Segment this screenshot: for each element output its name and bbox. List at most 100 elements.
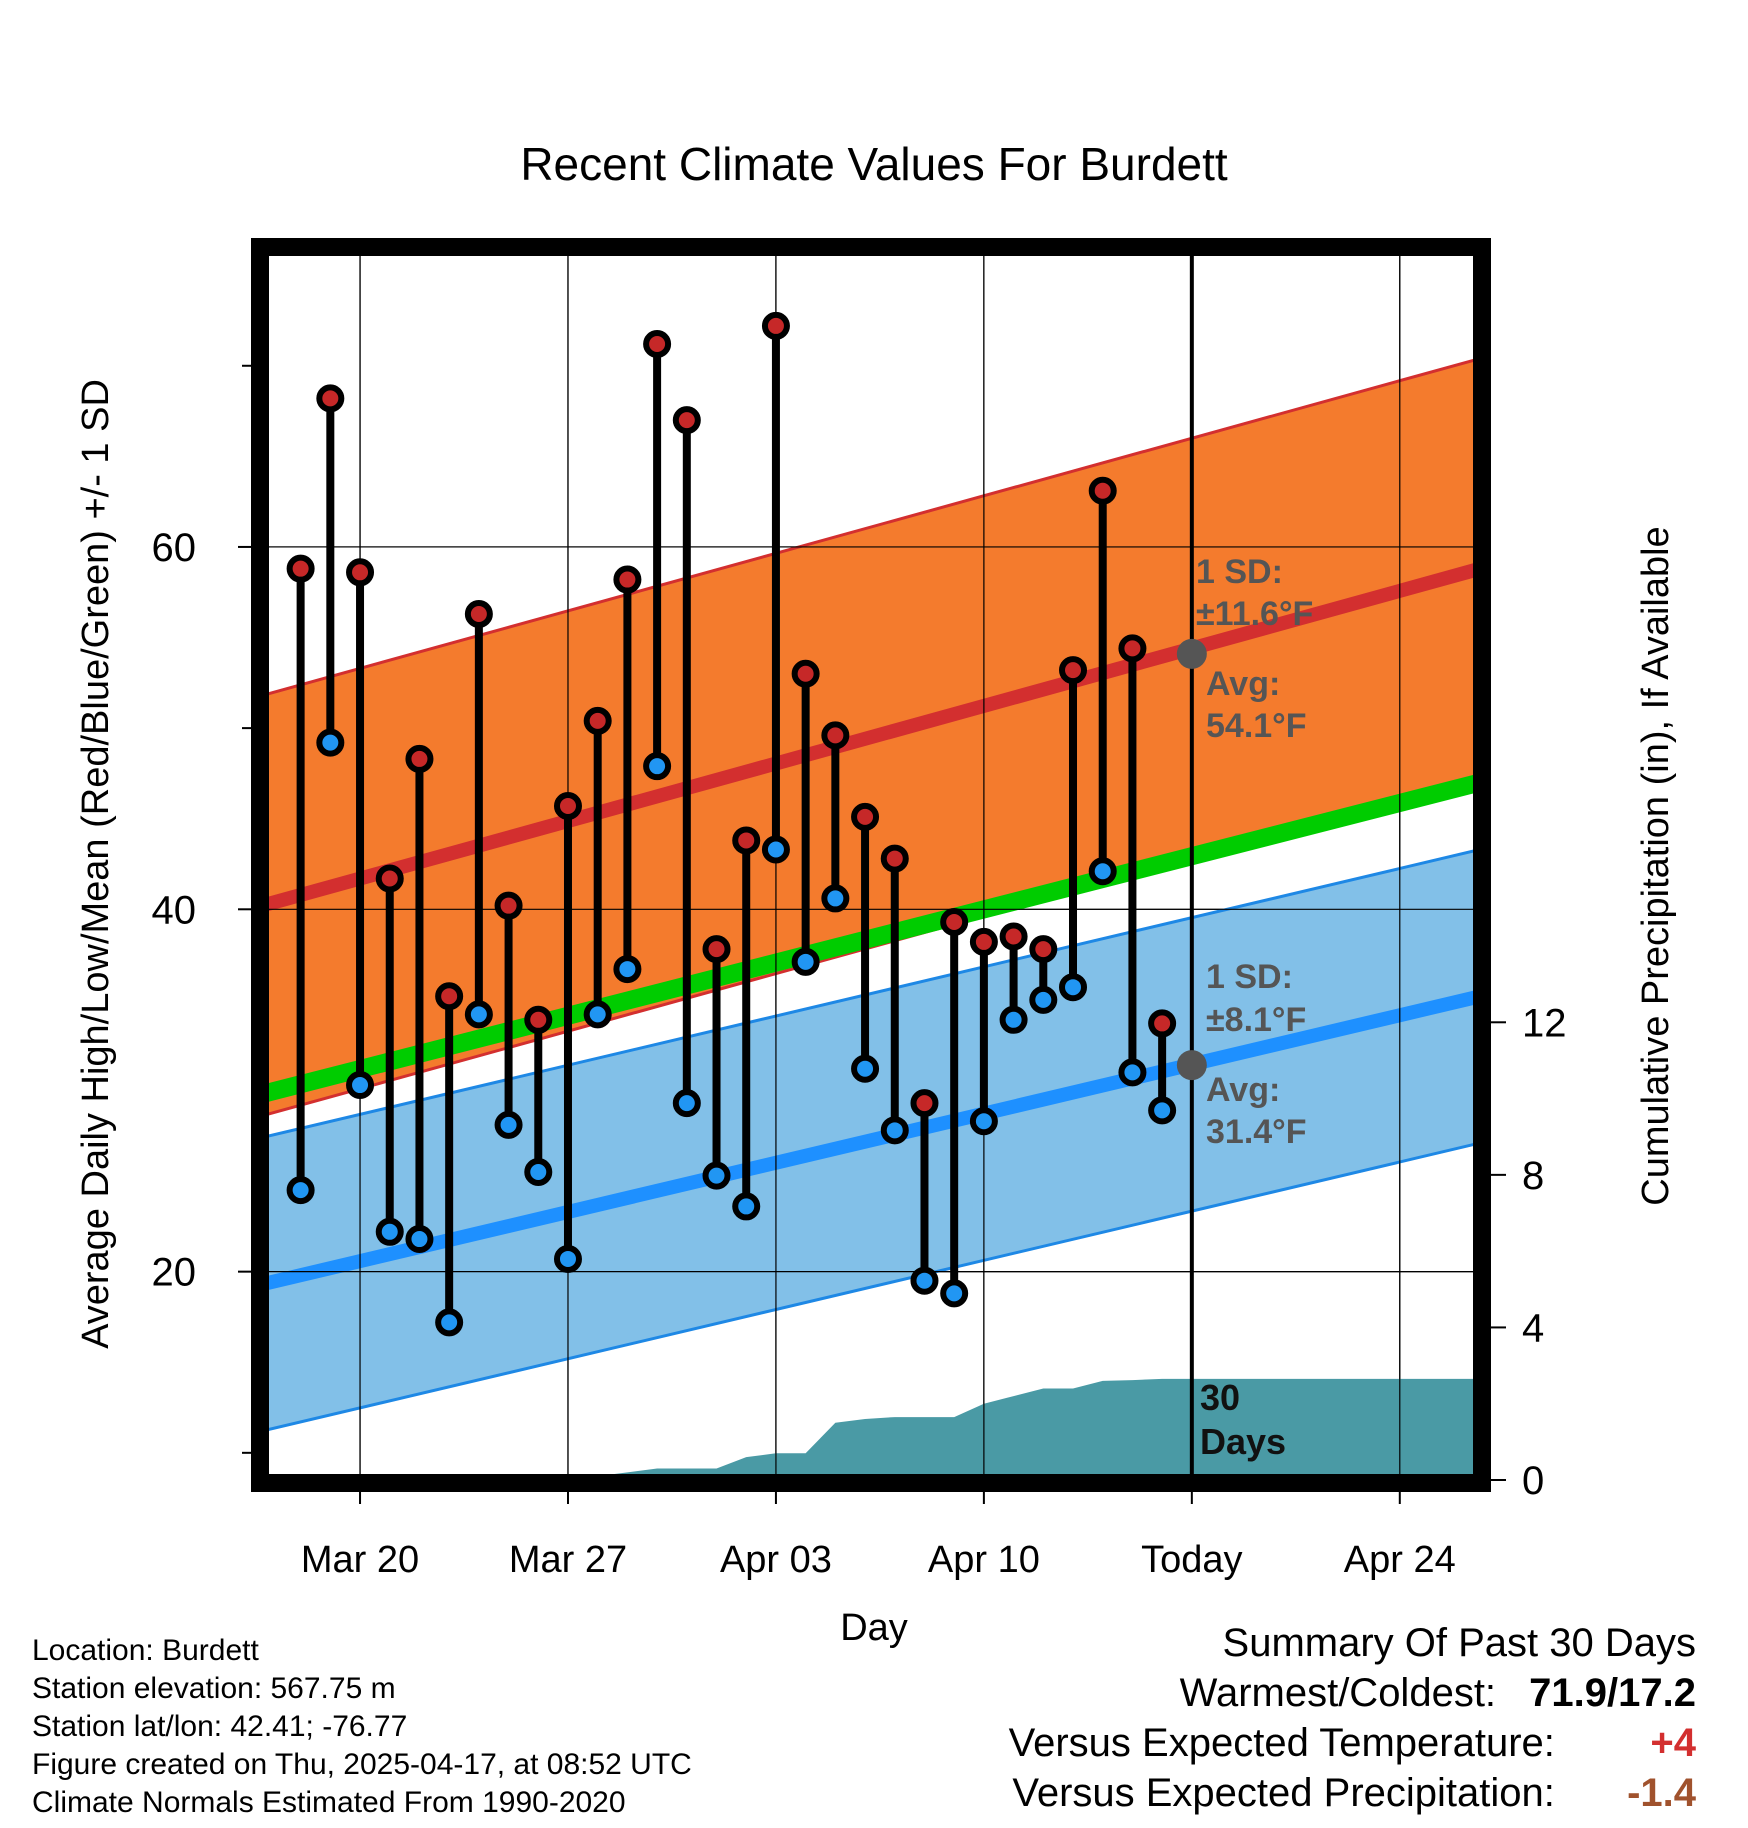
high-point-8 [524, 1005, 553, 1034]
high-point-21 [910, 1089, 939, 1118]
normals-text: Climate Normals Estimated From 1990-2020 [32, 1786, 626, 1819]
low-point-7 [494, 1110, 523, 1139]
high-point-22 [940, 907, 969, 936]
temp-row: Versus Expected Temperature: +4 [1009, 1718, 1696, 1768]
low-point-17 [791, 947, 820, 976]
x-tick-label-1: Mar 27 [509, 1539, 627, 1581]
summary-block: Summary Of Past 30 Days Warmest/Coldest:… [1009, 1618, 1696, 1818]
warm-cold-row: Warmest/Coldest: 71.9/17.2 [1009, 1668, 1696, 1718]
low-point-29 [1148, 1096, 1177, 1125]
mean-normal-line [262, 773, 1480, 1103]
created-text: Figure created on Thu, 2025-04-17, at 08… [32, 1748, 692, 1781]
high-point-16 [761, 311, 790, 340]
high-point-18 [821, 721, 850, 750]
low-point-3 [375, 1217, 404, 1246]
high-point-0 [286, 554, 315, 583]
y-right-tick-label-3: 12 [1522, 1001, 1567, 1045]
low-normal-line [262, 989, 1480, 1292]
low-point-4 [405, 1225, 434, 1254]
low-point-5 [435, 1308, 464, 1337]
precip-label: Versus Expected Precipitation: [1012, 1771, 1555, 1815]
high-point-27 [1088, 476, 1117, 505]
precip-label-line1: 30 [1200, 1377, 1240, 1418]
location-text: Location: Burdett [32, 1634, 259, 1667]
low-point-12 [643, 752, 672, 781]
high-point-26 [1059, 656, 1088, 685]
y-right-tick-label-2: 8 [1522, 1154, 1544, 1198]
high-point-14 [702, 935, 731, 964]
axes: Mar 20 Mar 27 Apr 03 Apr 10 Today Apr 2420406… [152, 364, 1567, 1581]
y-right-tick-label-0: 0 [1522, 1459, 1544, 1503]
elevation-text: Station elevation: 567.75 m [32, 1672, 396, 1705]
high-avg-label: Avg: [1206, 665, 1280, 703]
low-point-22 [940, 1279, 969, 1308]
precip-area [262, 1378, 1480, 1480]
low-point-21 [910, 1266, 939, 1295]
warm-cold-label: Warmest/Coldest: [1179, 1671, 1497, 1715]
precip-label-line2: Days [1200, 1421, 1286, 1462]
high-point-23 [969, 927, 998, 956]
high-point-12 [643, 330, 672, 359]
y-left-tick-label-2: 60 [152, 526, 197, 570]
x-axis-label: Day [840, 1607, 908, 1649]
x-tick-label-5: Apr 24 [1344, 1539, 1456, 1581]
high-sd-band-upper-edge [262, 357, 1480, 697]
low-point-19 [851, 1054, 880, 1083]
low-point-20 [880, 1116, 909, 1145]
temp-label: Versus Expected Temperature: [1008, 1721, 1555, 1765]
high-point-13 [672, 406, 701, 435]
high-point-2 [346, 558, 375, 587]
high-point-3 [375, 864, 404, 893]
high-point-25 [1029, 935, 1058, 964]
x-tick-label-3: Apr 10 [928, 1539, 1040, 1581]
high-point-20 [880, 844, 909, 873]
low-point-16 [761, 835, 790, 864]
daily-bars [286, 311, 1177, 1337]
low-point-25 [1029, 985, 1058, 1014]
high-point-19 [851, 802, 880, 831]
y-axis-left-label: Average Daily High/Low/Mean (Red/Blue/Gr… [75, 379, 117, 1349]
precip-row: Versus Expected Precipitation: -1.4 [1009, 1768, 1696, 1818]
today-high-avg-dot [1176, 638, 1207, 669]
y-left-tick-label-0: 20 [152, 1251, 197, 1295]
low-avg-label: Avg: [1206, 1071, 1280, 1109]
low-point-13 [672, 1089, 701, 1118]
low-point-1 [316, 728, 345, 757]
low-sd-band-lower-edge [262, 1141, 1480, 1433]
high-point-5 [435, 982, 464, 1011]
low-point-9 [553, 1244, 582, 1273]
low-point-26 [1059, 973, 1088, 1002]
warm-cold-value: 71.9/17.2 [1529, 1671, 1696, 1715]
low-point-10 [583, 1000, 612, 1029]
high-point-7 [494, 891, 523, 920]
low-point-6 [464, 1000, 493, 1029]
y-left-tick-label-1: 40 [152, 888, 197, 932]
high-point-6 [464, 599, 493, 628]
low-point-27 [1088, 857, 1117, 886]
station-info: Location: Burdett Station elevation: 567… [32, 1632, 692, 1822]
low-point-15 [732, 1192, 761, 1221]
low-point-24 [999, 1005, 1028, 1034]
chart-title: Recent Climate Values For Burdett [520, 138, 1228, 190]
low-point-18 [821, 884, 850, 913]
high-sd-value: ±11.6°F [1196, 595, 1313, 633]
high-point-17 [791, 659, 820, 688]
low-sd-value: ±8.1°F [1206, 1001, 1306, 1039]
low-point-23 [969, 1107, 998, 1136]
plot-frame [251, 238, 1491, 1492]
high-point-1 [316, 384, 345, 413]
precip-value: -1.4 [1627, 1771, 1696, 1815]
y-right-tick-label-1: 4 [1522, 1306, 1544, 1350]
temp-value: +4 [1650, 1721, 1696, 1765]
high-sd-label: 1 SD: [1196, 553, 1283, 591]
low-sd-label: 1 SD: [1206, 958, 1293, 996]
high-point-4 [405, 744, 434, 773]
latlon-text: Station lat/lon: 42.41; -76.77 [32, 1710, 408, 1743]
high-point-24 [999, 922, 1028, 951]
high-point-11 [613, 565, 642, 594]
high-point-9 [553, 792, 582, 821]
precip-cumulative-area [262, 1378, 1480, 1480]
high-point-10 [583, 706, 612, 735]
today-low-avg-dot [1176, 1050, 1207, 1081]
